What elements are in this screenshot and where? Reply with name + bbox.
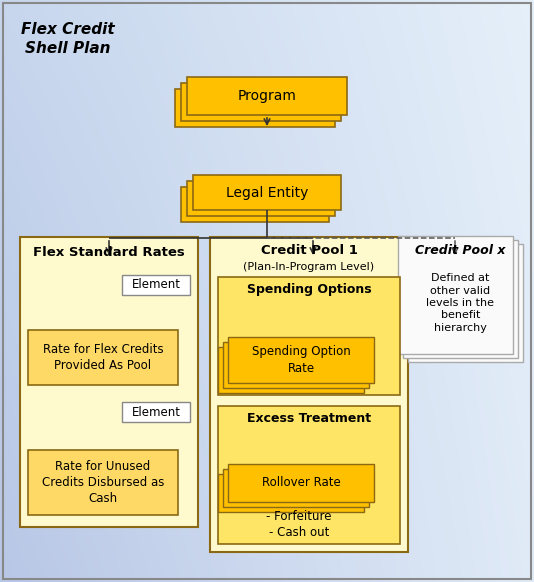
FancyBboxPatch shape bbox=[193, 175, 341, 210]
FancyBboxPatch shape bbox=[398, 236, 513, 354]
FancyBboxPatch shape bbox=[228, 464, 374, 502]
Text: - Forfeiture
- Cash out: - Forfeiture - Cash out bbox=[266, 509, 332, 538]
FancyBboxPatch shape bbox=[210, 237, 408, 552]
Text: Rate for Unused
Credits Disbursed as
Cash: Rate for Unused Credits Disbursed as Cas… bbox=[42, 460, 164, 505]
FancyBboxPatch shape bbox=[122, 275, 190, 295]
FancyBboxPatch shape bbox=[187, 181, 335, 216]
Text: Element: Element bbox=[131, 279, 180, 292]
Text: Credit Pool x: Credit Pool x bbox=[415, 243, 506, 257]
Text: Element: Element bbox=[131, 406, 180, 418]
FancyBboxPatch shape bbox=[175, 89, 335, 127]
Text: Flex Credit
Shell Plan: Flex Credit Shell Plan bbox=[21, 22, 115, 56]
Text: Legal Entity: Legal Entity bbox=[226, 186, 308, 200]
Text: Flex Standard Rates: Flex Standard Rates bbox=[33, 246, 185, 258]
FancyBboxPatch shape bbox=[181, 83, 341, 121]
FancyBboxPatch shape bbox=[223, 469, 369, 507]
Text: (Plan-In-Program Level): (Plan-In-Program Level) bbox=[244, 262, 374, 272]
FancyBboxPatch shape bbox=[122, 402, 190, 422]
FancyBboxPatch shape bbox=[181, 187, 329, 222]
FancyBboxPatch shape bbox=[28, 330, 178, 385]
FancyBboxPatch shape bbox=[28, 450, 178, 515]
Text: Credit Pool 1: Credit Pool 1 bbox=[261, 244, 357, 257]
FancyBboxPatch shape bbox=[218, 474, 364, 512]
FancyBboxPatch shape bbox=[223, 342, 369, 388]
FancyBboxPatch shape bbox=[20, 237, 198, 527]
FancyBboxPatch shape bbox=[218, 277, 400, 395]
Text: Rollover Rate: Rollover Rate bbox=[262, 477, 340, 489]
FancyBboxPatch shape bbox=[408, 244, 523, 362]
Text: Rate for Flex Credits
Provided As Pool: Rate for Flex Credits Provided As Pool bbox=[43, 343, 163, 372]
FancyBboxPatch shape bbox=[403, 240, 518, 358]
Text: Spending Option
Rate: Spending Option Rate bbox=[252, 346, 350, 374]
FancyBboxPatch shape bbox=[228, 337, 374, 383]
Text: Program: Program bbox=[238, 89, 296, 103]
Text: Excess Treatment: Excess Treatment bbox=[247, 411, 371, 424]
FancyBboxPatch shape bbox=[218, 406, 400, 544]
FancyBboxPatch shape bbox=[218, 347, 364, 393]
FancyBboxPatch shape bbox=[187, 77, 347, 115]
Text: Spending Options: Spending Options bbox=[247, 282, 371, 296]
Text: Defined at
other valid
levels in the
benefit
hierarchy: Defined at other valid levels in the ben… bbox=[427, 273, 494, 333]
